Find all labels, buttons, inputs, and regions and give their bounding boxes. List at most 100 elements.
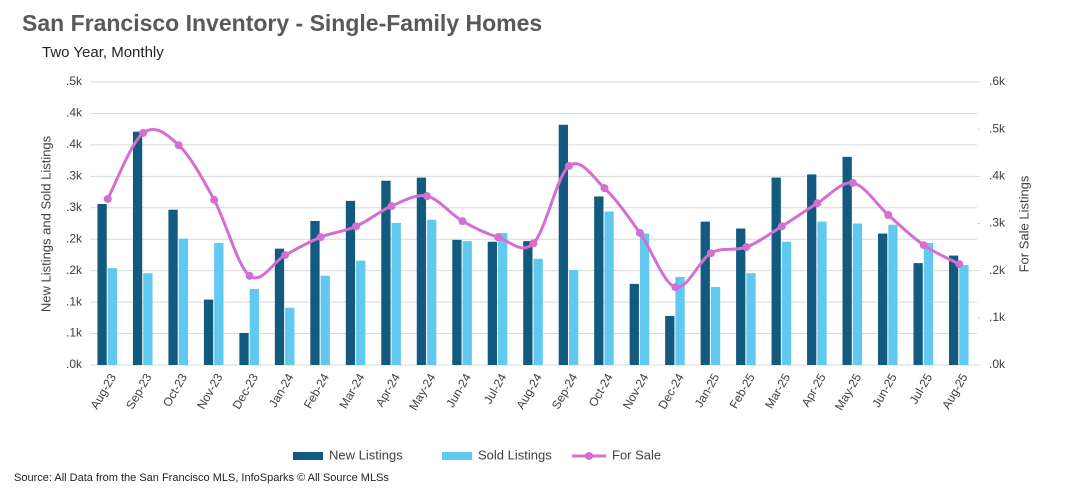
y2-tick-label: .2k: [989, 263, 1006, 277]
y-tick-label: .2k: [66, 263, 83, 277]
y-tick-label: .1k: [66, 326, 83, 340]
y2-tick-label: .3k: [989, 216, 1006, 230]
x-tick-label: Oct-23: [160, 371, 190, 409]
bar: [913, 263, 923, 365]
y-tick-label: .5k: [66, 74, 83, 88]
line-marker: [884, 211, 893, 220]
y-tick-label: .2k: [66, 231, 83, 245]
source-note: Source: All Data from the San Francisco …: [14, 472, 389, 484]
line-marker: [777, 222, 786, 231]
legend-swatch: [585, 452, 593, 460]
bar: [594, 196, 604, 365]
bar: [807, 174, 817, 365]
bar: [959, 265, 969, 365]
bar: [310, 220, 320, 365]
x-tick-label: Mar-24: [336, 371, 367, 411]
line-marker: [174, 141, 183, 150]
bar: [604, 211, 614, 365]
bar: [888, 224, 898, 365]
line-marker: [848, 178, 857, 187]
line-marker: [635, 228, 644, 237]
bar: [381, 180, 391, 365]
bar: [391, 222, 401, 365]
bar: [285, 307, 295, 365]
bar: [923, 242, 934, 365]
line-marker: [529, 239, 538, 248]
x-tick-label: Aug-24: [513, 371, 545, 412]
y-tick-label: .0k: [66, 357, 83, 371]
y-tick-label: .4k: [66, 137, 83, 151]
line-marker: [813, 199, 822, 208]
bar: [948, 255, 959, 365]
bar: [274, 248, 285, 365]
line-marker: [564, 161, 573, 170]
bar: [746, 273, 756, 365]
line-marker: [281, 251, 290, 260]
legend-swatch: [293, 452, 323, 460]
x-tick-label: Mar-25: [762, 371, 793, 411]
bar: [558, 124, 568, 366]
y2-tick-label: .6k: [989, 74, 1006, 88]
bar: [168, 209, 178, 365]
y2-tick-label: .0k: [989, 357, 1006, 371]
line-marker: [245, 271, 254, 280]
y-axis-title: New Listings and Sold Listings: [38, 135, 53, 312]
line-marker: [919, 241, 928, 250]
y2-tick-label: .1k: [989, 310, 1006, 324]
bar: [842, 156, 852, 365]
bar: [878, 233, 888, 365]
bar: [214, 242, 224, 365]
x-tick-label: Nov-24: [620, 371, 652, 412]
y-tick-label: .4k: [66, 106, 83, 120]
line-marker: [316, 233, 325, 242]
bar: [568, 270, 579, 365]
x-tick-label: May-24: [406, 371, 438, 413]
x-tick-label: Jul-24: [481, 371, 510, 407]
line-marker: [423, 192, 432, 201]
bar: [781, 241, 792, 365]
bar: [239, 332, 249, 365]
x-tick-label: Dec-23: [230, 371, 262, 412]
bar: [852, 223, 863, 365]
line-marker: [955, 260, 964, 269]
legend-swatch: [442, 452, 472, 460]
bar: [675, 276, 685, 365]
bar: [736, 228, 746, 365]
bar: [533, 258, 543, 365]
x-tick-label: Feb-24: [301, 371, 332, 411]
y2-tick-label: .5k: [989, 121, 1006, 135]
x-tick-label: May-25: [832, 371, 864, 413]
bar: [320, 275, 330, 365]
bar: [452, 239, 462, 365]
bar: [710, 287, 721, 365]
y2-axis-title: For Sale Listings: [1016, 175, 1031, 272]
line-marker: [706, 249, 715, 258]
x-tick-label: Oct-24: [586, 371, 616, 409]
x-tick-label: Aug-23: [88, 371, 120, 412]
bar: [817, 221, 827, 365]
legend-label: New Listings: [329, 447, 403, 462]
bar: [132, 131, 143, 365]
bar: [249, 288, 259, 365]
bar: [203, 299, 214, 365]
x-tick-label: Apr-24: [373, 371, 403, 409]
line-marker: [742, 243, 751, 252]
line-marker: [352, 222, 361, 231]
bar: [700, 221, 710, 365]
line-marker: [458, 217, 467, 226]
line-marker: [600, 184, 609, 193]
x-tick-label: Jun-25: [869, 371, 900, 410]
bar: [416, 177, 427, 365]
bar: [143, 273, 153, 365]
line-marker: [494, 233, 503, 242]
x-tick-label: Apr-25: [799, 371, 829, 409]
bar: [487, 241, 498, 365]
bar: [639, 233, 650, 365]
bar: [107, 268, 118, 365]
bar: [629, 283, 639, 365]
x-tick-label: Dec-24: [655, 371, 687, 412]
bar: [427, 219, 437, 365]
line-marker: [210, 195, 219, 204]
bar: [462, 241, 472, 365]
